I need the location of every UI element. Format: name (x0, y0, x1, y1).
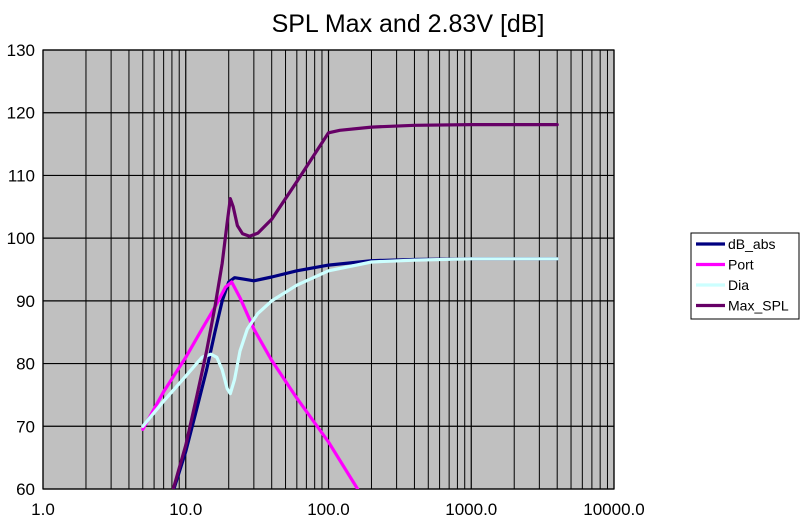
y-axis-tick-labels: 60 70 80 90 100 110 120 130 (7, 41, 35, 499)
y-tick-label: 60 (16, 480, 35, 499)
y-tick-label: 90 (16, 292, 35, 311)
legend-label: Max_SPL (728, 298, 789, 314)
legend-label: Port (728, 257, 754, 273)
chart-title: SPL Max and 2.83V [dB] (272, 10, 545, 38)
plot-frame (42, 49, 615, 490)
legend-label: Dia (728, 277, 749, 293)
series-line-port (141, 280, 360, 489)
y-tick-label: 120 (7, 104, 35, 123)
legend-label: dB_abs (728, 236, 775, 252)
x-tick-label: 10.0 (169, 500, 202, 519)
y-tick-label: 130 (7, 41, 35, 60)
y-tick-label: 80 (16, 355, 35, 374)
series-line-dia (141, 257, 559, 428)
series-line-max-spl (171, 122, 559, 489)
minor-gridlines (85, 50, 608, 489)
y-tick-label: 110 (8, 166, 35, 185)
x-tick-label: 1.0 (31, 500, 55, 519)
y-tick-label: 70 (16, 417, 35, 436)
x-tick-label: 1000.0 (445, 500, 497, 519)
x-axis-tick-labels: 1.0 10.0 100.0 1000.0 10000.0 (31, 500, 645, 519)
x-tick-label: 10000.0 (583, 500, 644, 519)
x-tick-label: 100.0 (307, 500, 350, 519)
series-lines (141, 122, 559, 489)
legend: dB_abs Port Dia Max_SPL (690, 232, 800, 320)
y-tick-label: 100 (7, 229, 35, 248)
